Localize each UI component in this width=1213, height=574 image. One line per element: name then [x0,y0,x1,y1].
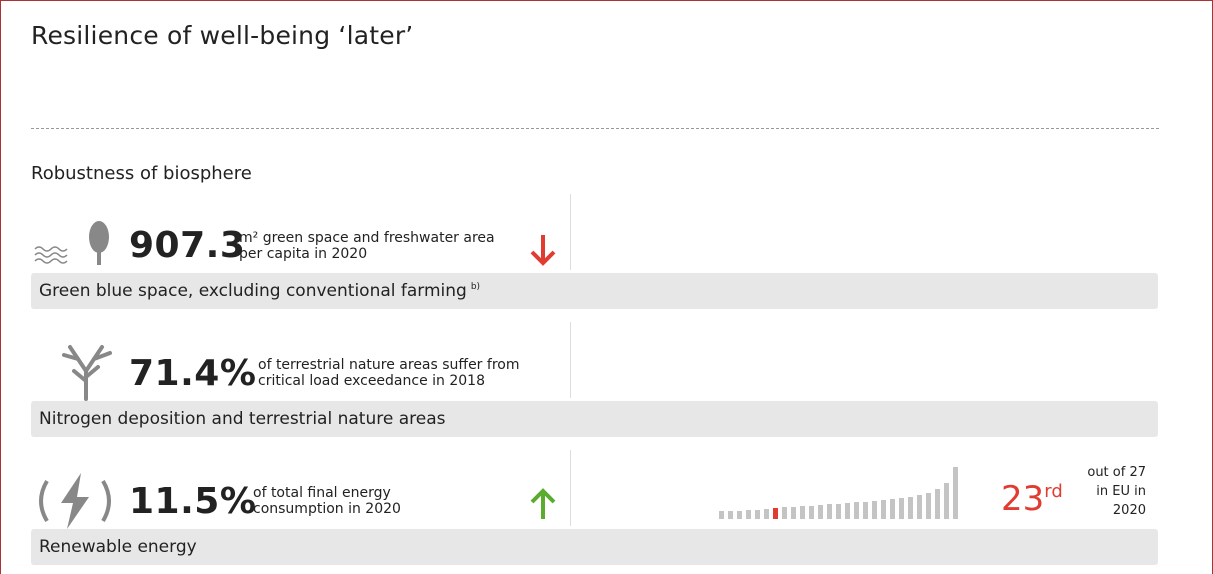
ranking-bar [818,505,823,519]
icon-water-tree [34,221,109,265]
ranking-bar [935,489,940,519]
icon-dead-tree [62,345,112,401]
trend-up [530,488,556,519]
indicator-value: 71.4% [129,353,257,394]
ranking-bar [782,507,787,519]
ranking-bar [872,501,877,519]
ranking-bar [764,509,769,519]
column-divider [570,322,571,398]
title: Resilience of well-being ‘later’ [31,21,414,50]
footnote: b) [470,282,481,293]
ranking-bar [953,467,958,519]
indicator-value: 907.3 [129,225,246,266]
indicator-label-bar: Green blue space, excluding conventional… [31,273,1158,309]
eu-rank: 23rd [1001,479,1063,519]
ranking-bar [881,500,886,519]
ranking-bar [944,483,949,519]
rank-suffix: rd [1044,481,1063,502]
ranking-bar [917,495,922,519]
trend-down [530,235,556,266]
indicator-value: 11.5% [129,481,257,522]
indicator-label: Nitrogen deposition and terrestrial natu… [39,409,446,429]
ranking-bar [728,511,733,519]
indicator-description: m² green space and freshwater area per c… [239,230,495,262]
ranking-bar [854,502,859,519]
ranking-bar [908,497,913,519]
ranking-bar [746,510,751,519]
ranking-bar [890,499,895,519]
section-title: Robustness of biosphere [31,163,252,184]
indicator-label-bar: Nitrogen deposition and terrestrial natu… [31,401,1158,437]
ranking-bar [899,498,904,519]
ranking-bar [737,511,742,519]
ranking-bar [755,510,760,519]
divider [31,128,1159,129]
icon-energy [39,473,111,529]
indicator-label-bar: Renewable energy [31,529,1158,565]
ranking-bar [800,506,805,519]
ranking-bar [827,504,832,519]
eu-ranking-bars [719,467,958,519]
column-divider [570,194,571,270]
indicator-description: of total final energy consumption in 202… [253,485,401,517]
rank-note: out of 27 in EU in 2020 [1087,465,1146,518]
ranking-bar [719,511,724,519]
ranking-bar [773,508,778,519]
label-text: Green blue space, excluding conventional… [39,281,467,301]
ranking-bar [836,504,841,519]
indicator-label: Renewable energy [39,537,197,557]
ranking-bar [809,506,814,519]
ranking-bar [791,507,796,519]
ranking-bar [926,493,931,519]
indicator-description: of terrestrial nature areas suffer from … [258,357,520,389]
ranking-bar [845,503,850,519]
rank-number: 23 [1001,479,1045,519]
ranking-bar [863,502,868,519]
indicator-label: Green blue space, excluding conventional… [39,281,480,301]
column-divider [570,450,571,526]
